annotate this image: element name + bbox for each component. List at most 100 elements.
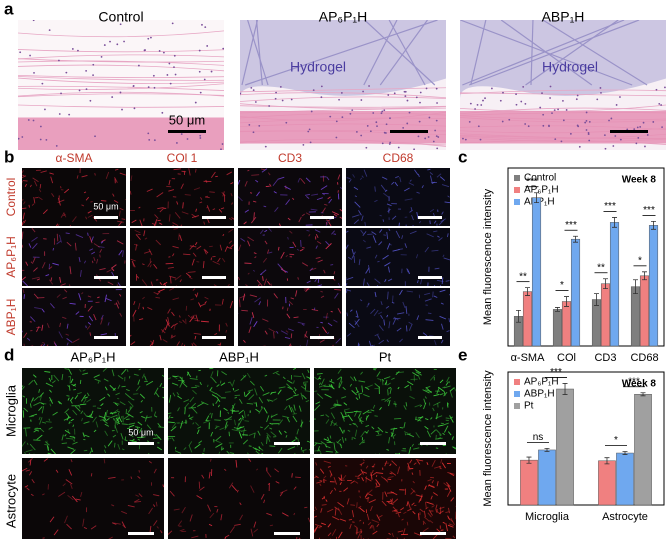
- signal: [119, 207, 124, 211]
- signal: [155, 433, 162, 441]
- signal: [259, 426, 263, 429]
- tissue-band: [240, 111, 446, 144]
- signal: [183, 399, 190, 403]
- signal: [133, 301, 136, 306]
- gel-fold: [468, 20, 640, 86]
- signal: [56, 294, 61, 298]
- signal: [189, 514, 193, 522]
- signal: [169, 490, 175, 497]
- signal: [41, 343, 43, 346]
- tissue-fiber: [240, 105, 446, 108]
- signal: [76, 392, 82, 395]
- signal: [220, 514, 223, 521]
- signal: [433, 465, 442, 469]
- signal: [301, 385, 306, 390]
- signal: [149, 525, 152, 533]
- signal: [370, 308, 376, 314]
- nucleus: [404, 95, 407, 98]
- signal: [291, 473, 293, 478]
- signal: [66, 337, 73, 343]
- signal: [387, 501, 394, 505]
- signal: [31, 203, 35, 206]
- signal: [84, 396, 88, 399]
- signal: [99, 249, 103, 253]
- tissue-fiber: [18, 74, 224, 79]
- nucleus: [380, 112, 383, 115]
- signal: [299, 345, 301, 346]
- signal: [266, 434, 271, 443]
- signal: [420, 277, 423, 285]
- signal: [42, 343, 46, 346]
- signal: [32, 243, 38, 250]
- signal: [306, 376, 310, 379]
- annotation: Week 8: [622, 175, 657, 186]
- signal: [104, 386, 108, 391]
- nucleus: [375, 121, 378, 124]
- signal: [227, 284, 230, 286]
- signal: [445, 280, 450, 282]
- signal: [23, 332, 28, 339]
- signal: [288, 404, 293, 413]
- signal: [359, 439, 365, 446]
- nucleus: [562, 100, 564, 102]
- signal: [326, 176, 330, 181]
- signal: [28, 243, 32, 248]
- signal: [155, 239, 161, 246]
- signal: [255, 468, 259, 471]
- signal: [326, 332, 330, 335]
- signal: [367, 302, 370, 306]
- signal: [328, 384, 335, 390]
- signal: [435, 504, 438, 510]
- scale-bar: [420, 442, 446, 445]
- signal: [374, 383, 381, 388]
- signal: [138, 470, 140, 473]
- nucleus: [320, 96, 323, 99]
- signal: [189, 244, 195, 250]
- signal: [135, 244, 138, 251]
- bar: [561, 301, 572, 347]
- signal: [419, 404, 423, 408]
- nucleus: [19, 51, 22, 54]
- signal: [266, 432, 272, 438]
- signal: [212, 260, 220, 265]
- signal: [395, 175, 400, 179]
- gel-fold: [470, 20, 487, 86]
- signal: [340, 411, 345, 419]
- signal: [180, 421, 188, 425]
- signal: [181, 211, 189, 215]
- signal: [296, 537, 298, 539]
- nucleus: [372, 112, 375, 114]
- signal: [258, 301, 261, 306]
- signal: [67, 428, 70, 432]
- signal: [360, 420, 364, 423]
- signal: [174, 446, 177, 450]
- signal: [238, 312, 239, 314]
- signal: [70, 396, 74, 401]
- signal: [422, 332, 428, 337]
- signal: [78, 257, 81, 263]
- signal: [82, 518, 85, 527]
- signal: [40, 402, 45, 405]
- signal: [266, 512, 273, 516]
- signal: [315, 233, 319, 239]
- signal: [31, 276, 40, 280]
- nucleus: [18, 137, 20, 140]
- signal: [41, 308, 45, 313]
- nucleus: [275, 91, 277, 94]
- signal: [243, 410, 246, 418]
- signal: [361, 385, 364, 393]
- signal: [47, 452, 53, 454]
- signal: [117, 443, 121, 450]
- signal: [376, 434, 382, 436]
- signal: [183, 447, 187, 451]
- signal: [357, 473, 362, 477]
- signal: [314, 404, 321, 411]
- signal: [247, 389, 254, 392]
- signal: [228, 228, 234, 233]
- signal: [153, 263, 158, 269]
- nucleus: [33, 71, 35, 74]
- micrograph: [168, 368, 310, 454]
- signal: [309, 420, 310, 422]
- signal: [425, 389, 433, 393]
